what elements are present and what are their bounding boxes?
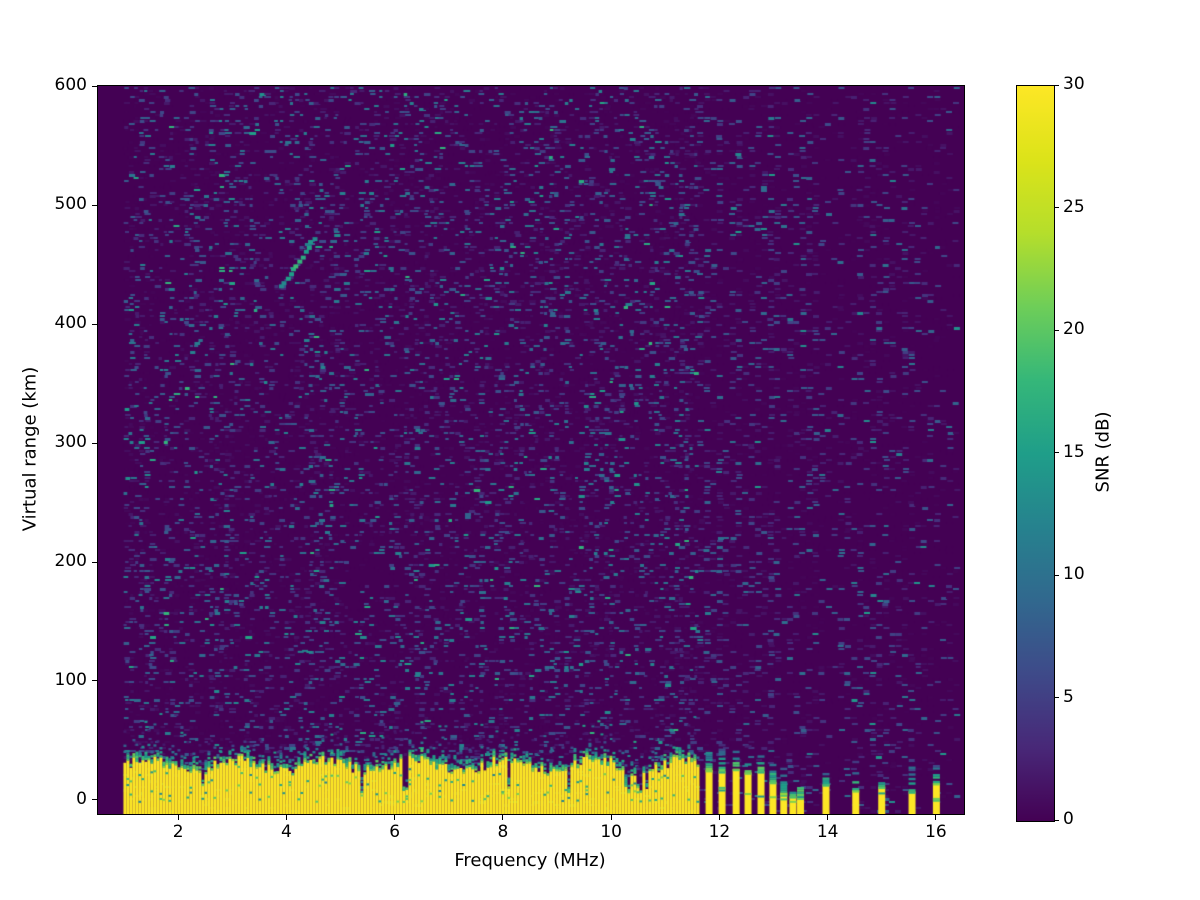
x-tick-mark — [935, 815, 937, 820]
colorbar-tick-label: 20 — [1063, 319, 1085, 339]
x-tick-label: 6 — [389, 822, 401, 842]
x-tick-mark — [827, 815, 829, 820]
y-tick-mark — [92, 204, 97, 206]
y-tick-mark — [92, 323, 97, 325]
colorbar-tick-label: 5 — [1063, 686, 1074, 707]
colorbar-tick-label: 10 — [1063, 564, 1085, 584]
x-tick-label: 4 — [281, 822, 292, 842]
colorbar — [1016, 85, 1055, 822]
y-tick-mark — [92, 799, 97, 801]
colorbar-tick-mark — [1055, 207, 1059, 208]
y-tick-label: 600 — [54, 75, 87, 96]
y-tick-label: 200 — [54, 551, 87, 571]
x-tick-mark — [502, 815, 504, 820]
x-tick-label: 8 — [497, 822, 509, 842]
colorbar-tick-label: 15 — [1063, 441, 1085, 462]
colorbar-tick-mark — [1055, 329, 1059, 331]
colorbar-tick-mark — [1055, 84, 1059, 86]
plot-area — [97, 85, 965, 815]
y-tick-mark — [92, 680, 97, 682]
y-tick-label: 100 — [54, 669, 87, 690]
colorbar-tick-mark — [1055, 697, 1059, 698]
colorbar-tick-mark — [1055, 574, 1059, 576]
y-tick-label: 0 — [76, 788, 87, 809]
x-axis-label: Frequency (MHz) — [454, 850, 606, 871]
x-tick-label: 10 — [600, 822, 622, 842]
colorbar-tick-mark — [1055, 819, 1059, 821]
y-tick-mark — [92, 561, 97, 563]
colorbar-tick-mark — [1055, 452, 1059, 453]
colorbar-tick-label: 30 — [1063, 74, 1085, 94]
x-tick-label: 12 — [708, 822, 731, 842]
ionogram-heatmap — [98, 86, 964, 814]
colorbar-tick-label: 0 — [1063, 809, 1074, 829]
y-tick-mark — [92, 85, 97, 87]
y-tick-label: 500 — [54, 194, 87, 215]
x-tick-mark — [285, 815, 287, 820]
x-tick-label: 2 — [172, 822, 184, 842]
x-tick-mark — [718, 815, 720, 820]
colorbar-tick-label: 25 — [1063, 196, 1085, 217]
y-tick-mark — [92, 442, 97, 444]
x-tick-mark — [394, 815, 396, 820]
y-tick-label: 400 — [54, 313, 87, 334]
x-tick-mark — [610, 815, 612, 820]
x-tick-label: 16 — [925, 822, 947, 842]
x-tick-mark — [177, 815, 179, 820]
x-tick-label: 14 — [816, 822, 839, 842]
y-tick-label: 300 — [54, 432, 87, 453]
y-axis-label: Virtual range (km) — [19, 366, 41, 532]
colorbar-label: SNR (dB) — [1092, 411, 1114, 493]
